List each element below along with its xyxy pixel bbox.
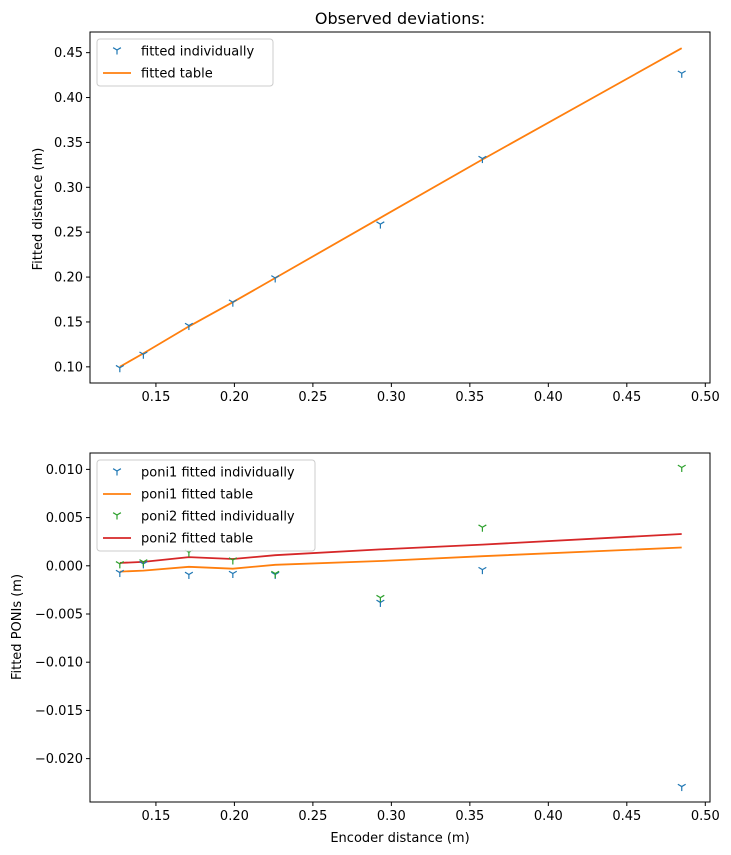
legend-marker-swatch: [112, 512, 122, 520]
data-point: [376, 599, 385, 607]
top-panel: Observed deviations: Fitted distance (m)…: [31, 9, 720, 405]
data-point: [478, 524, 487, 532]
legend-box: [96, 459, 316, 552]
data-point: [478, 155, 487, 164]
x-tick-label: 0.50: [691, 809, 720, 824]
y-tick-label: 0.20: [54, 271, 83, 286]
legend-label: fitted table: [141, 67, 213, 82]
legend-label: fitted individually: [141, 45, 254, 60]
data-point: [376, 221, 385, 229]
series-line: [119, 47, 683, 368]
legend-label: poni2 fitted table: [141, 532, 253, 547]
data-point: [228, 299, 238, 307]
x-tick-label: 0.30: [377, 809, 406, 824]
series-line: [119, 533, 682, 564]
y-tick-label: −0.005: [35, 608, 83, 623]
data-point: [228, 570, 238, 579]
legend-box: [96, 38, 274, 87]
y-tick-label: 0.45: [54, 46, 83, 61]
data-point: [115, 569, 125, 578]
data-point: [677, 783, 686, 792]
y-tick-label: −0.020: [35, 752, 83, 767]
x-tick-label: 0.25: [298, 809, 327, 824]
x-tick-label: 0.25: [298, 390, 327, 405]
x-tick-label: 0.15: [141, 390, 170, 405]
plot-frame: [89, 452, 711, 803]
data-point: [184, 322, 194, 331]
tick-layer: 0.15 0.20 0.25 0.30 0.35 0.40 0.45 0.50 0.010 0.0…: [35, 463, 720, 824]
bottom-panel: Fitted PONIs (m) Encoder distance (m) 0.…: [10, 452, 720, 846]
y-tick-label: 0.005: [46, 511, 83, 526]
x-axis-label: Encoder distance (m): [330, 831, 469, 846]
y-tick-label: −0.015: [35, 704, 83, 719]
data-point: [271, 570, 280, 579]
legend-label: poni1 fitted individually: [141, 466, 295, 481]
y-tick-label: 0.30: [54, 181, 83, 196]
legend-label: poni1 fitted table: [141, 488, 253, 503]
legend-marker-swatch: [112, 47, 122, 55]
data-point: [677, 70, 686, 78]
data-point: [115, 561, 125, 569]
series-line: [119, 546, 682, 573]
data-point: [677, 464, 686, 472]
y-axis-label: Fitted distance (m): [31, 148, 46, 271]
x-tick-label: 0.20: [220, 390, 249, 405]
x-tick-label: 0.50: [691, 390, 720, 405]
data-point: [271, 275, 280, 283]
y-tick-label: 0.40: [54, 91, 83, 106]
tick-layer: 0.15 0.20 0.25 0.30 0.35 0.40 0.45 0.50 0.10 0.15…: [54, 46, 720, 405]
x-tick-label: 0.35: [455, 809, 484, 824]
y-tick-label: 0.10: [54, 360, 83, 375]
data-point: [478, 566, 487, 575]
legend-marker-swatch: [112, 468, 122, 476]
chart-title: Observed deviations:: [315, 9, 485, 28]
data-point: [228, 557, 238, 565]
y-tick-label: 0.35: [54, 136, 83, 151]
data-point: [139, 559, 148, 567]
y-axis-label: Fitted PONIs (m): [10, 574, 25, 680]
y-tick-label: 0.25: [54, 226, 83, 241]
x-tick-label: 0.20: [220, 809, 249, 824]
data-point: [184, 571, 194, 579]
y-tick-label: 0.15: [54, 315, 83, 330]
legend: fitted individually fitted table: [96, 38, 274, 87]
plot-frame: [89, 31, 711, 384]
x-tick-label: 0.45: [612, 390, 641, 405]
data-point: [139, 351, 148, 359]
x-tick-label: 0.40: [534, 809, 563, 824]
legend: poni1 fitted individually poni1 fitted ta…: [96, 459, 316, 552]
y-tick-label: 0.010: [46, 463, 83, 478]
legend-label: poni2 fitted individually: [141, 510, 295, 525]
x-tick-label: 0.35: [455, 390, 484, 405]
x-tick-label: 0.15: [141, 809, 170, 824]
x-tick-label: 0.30: [377, 390, 406, 405]
y-tick-label: −0.010: [35, 656, 83, 671]
data-point: [115, 364, 125, 373]
y-tick-label: 0.000: [46, 559, 83, 574]
x-tick-label: 0.40: [534, 390, 563, 405]
data-point: [376, 594, 385, 603]
x-tick-label: 0.45: [612, 809, 641, 824]
data-layer: [115, 47, 686, 373]
